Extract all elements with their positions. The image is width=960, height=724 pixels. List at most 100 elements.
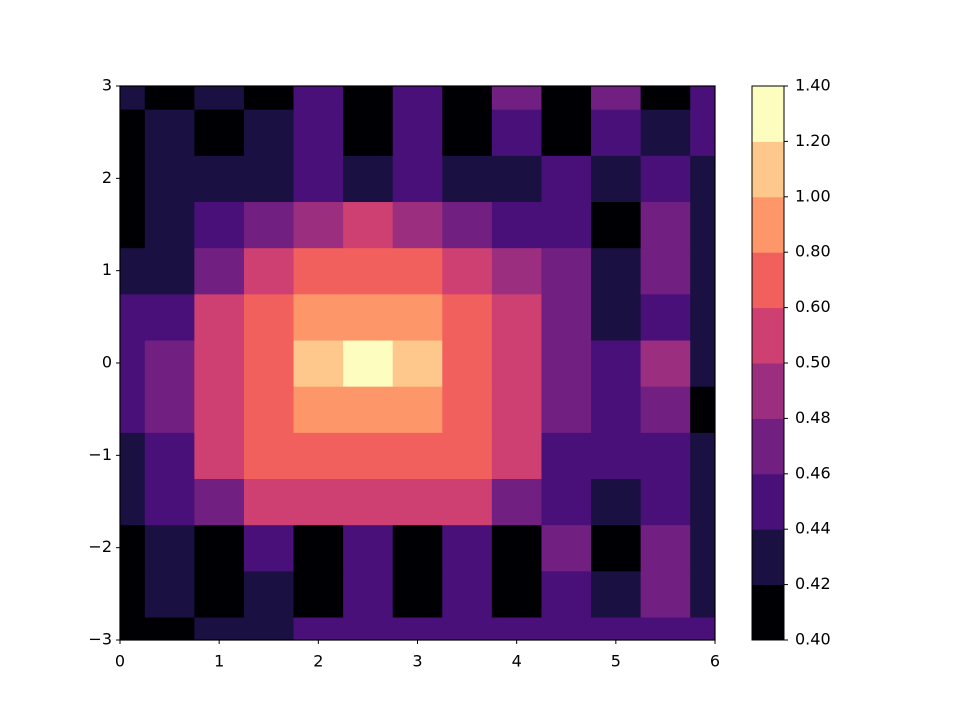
contour-cell bbox=[541, 109, 592, 156]
contour-cell bbox=[591, 109, 642, 156]
contour-cell bbox=[120, 201, 146, 249]
contour-cell bbox=[243, 616, 295, 640]
contour-cell bbox=[591, 247, 642, 295]
colorbar-tick-label: 0.40 bbox=[795, 630, 831, 649]
contour-cell bbox=[293, 478, 344, 526]
colorbar-tick-label: 0.48 bbox=[795, 408, 831, 427]
contour-cell bbox=[491, 109, 543, 156]
contour-cell bbox=[541, 155, 592, 203]
contour-cell bbox=[541, 201, 592, 249]
contour-cell bbox=[243, 109, 295, 156]
contour-cell bbox=[591, 432, 642, 480]
contour-cell bbox=[120, 109, 146, 156]
contour-cell bbox=[640, 109, 691, 156]
contour-cell bbox=[442, 109, 493, 156]
contour-cell bbox=[392, 155, 443, 203]
contour-cell bbox=[343, 432, 394, 480]
y-tick-label: 3 bbox=[102, 76, 112, 95]
contour-cell bbox=[293, 432, 344, 480]
contour-cell bbox=[442, 616, 493, 640]
contour-cell bbox=[442, 570, 493, 618]
contour-cell bbox=[392, 293, 443, 341]
contour-cell bbox=[293, 247, 344, 295]
contour-cell bbox=[343, 109, 394, 156]
contour-cell bbox=[690, 616, 715, 640]
contour-cell bbox=[194, 339, 245, 387]
colorbar-tick-label: 0.50 bbox=[795, 353, 831, 372]
colorbar-tick-label: 0.42 bbox=[795, 574, 831, 593]
contour-cell bbox=[442, 432, 493, 480]
x-tick-label: 2 bbox=[313, 652, 323, 671]
contour-cell bbox=[144, 432, 195, 480]
contour-cell bbox=[491, 86, 543, 110]
contour-cell bbox=[690, 155, 715, 203]
contour-cell bbox=[392, 247, 443, 295]
contour-cell bbox=[120, 293, 146, 341]
colorbar-tick-label: 1.40 bbox=[795, 76, 831, 95]
contour-cell bbox=[640, 247, 691, 295]
contour-cell bbox=[343, 524, 394, 572]
contour-cell bbox=[343, 155, 394, 203]
contour-cell bbox=[120, 386, 146, 433]
contour-cell bbox=[442, 293, 493, 341]
contour-cell bbox=[293, 616, 344, 640]
contour-cell bbox=[144, 155, 195, 203]
contour-cell bbox=[690, 386, 715, 433]
contour-cell bbox=[591, 478, 642, 526]
contour-cell bbox=[491, 201, 543, 249]
contour-cell bbox=[343, 478, 394, 526]
contour-cell bbox=[591, 386, 642, 433]
contour-cell bbox=[194, 155, 245, 203]
y-tick-label: 0 bbox=[102, 353, 112, 372]
contour-cell bbox=[243, 478, 295, 526]
contour-cell bbox=[640, 386, 691, 433]
contour-cell bbox=[120, 339, 146, 387]
contour-cell bbox=[144, 616, 195, 640]
contour-cell bbox=[690, 339, 715, 387]
contour-cell bbox=[591, 86, 642, 110]
contour-cell bbox=[120, 247, 146, 295]
contour-cell bbox=[640, 201, 691, 249]
colorbar-band bbox=[752, 196, 784, 253]
contour-cell bbox=[392, 432, 443, 480]
contour-cell bbox=[491, 293, 543, 341]
y-tick-label: −1 bbox=[88, 445, 112, 464]
contour-cell bbox=[392, 524, 443, 572]
contour-cell bbox=[392, 386, 443, 433]
contour-cell bbox=[120, 432, 146, 480]
contour-cell bbox=[392, 616, 443, 640]
contour-cell bbox=[144, 247, 195, 295]
contour-cell bbox=[194, 432, 245, 480]
contour-cell bbox=[690, 86, 715, 110]
contour-cell bbox=[491, 524, 543, 572]
contour-cell bbox=[343, 293, 394, 341]
contour-cell bbox=[293, 339, 344, 387]
contour-cell bbox=[144, 201, 195, 249]
contour-cell bbox=[442, 247, 493, 295]
contour-cell bbox=[120, 570, 146, 618]
contour-cell bbox=[120, 86, 146, 110]
colorbar-tick-label: 0.60 bbox=[795, 297, 831, 316]
contour-cell bbox=[541, 478, 592, 526]
contour-cell bbox=[541, 247, 592, 295]
contour-cell bbox=[194, 478, 245, 526]
contour-cell bbox=[243, 155, 295, 203]
contour-cell bbox=[491, 155, 543, 203]
contour-cell bbox=[343, 247, 394, 295]
contour-cell bbox=[243, 201, 295, 249]
colorbar-band bbox=[752, 86, 784, 142]
contour-cell bbox=[243, 570, 295, 618]
contour-cell bbox=[144, 570, 195, 618]
contour-cell bbox=[690, 570, 715, 618]
contour-cell bbox=[640, 86, 691, 110]
contour-cell bbox=[194, 616, 245, 640]
contour-cell bbox=[442, 155, 493, 203]
contour-cell bbox=[591, 293, 642, 341]
contour-cell bbox=[392, 86, 443, 110]
contour-cell bbox=[392, 109, 443, 156]
contour-cell bbox=[442, 339, 493, 387]
contour-cell bbox=[293, 109, 344, 156]
colorbar-band bbox=[752, 418, 784, 475]
